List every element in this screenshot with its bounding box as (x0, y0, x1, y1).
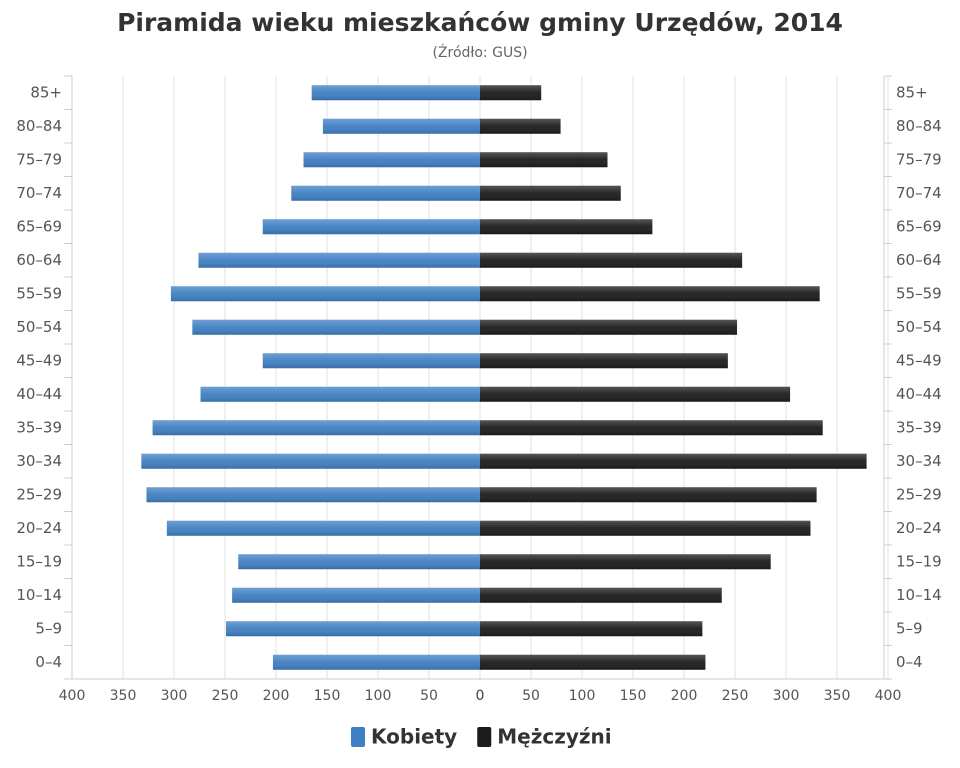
bar-shine (262, 353, 480, 369)
bar-shine (480, 386, 791, 402)
y-tick-label: 70–74 (896, 184, 942, 202)
bar-shine (480, 487, 817, 503)
bar-shine (480, 587, 722, 603)
x-tick-label: 350 (824, 688, 851, 704)
chart-subtitle: (Źródło: GUS) (432, 43, 527, 61)
y-tick-label: 35–39 (16, 418, 62, 436)
y-tick-label: 80–84 (16, 117, 62, 135)
x-tick-label: 400 (875, 688, 902, 704)
y-tick-label: 75–79 (16, 150, 62, 168)
y-tick-label: 35–39 (896, 418, 942, 436)
x-tick-label: 0 (476, 688, 485, 704)
bar-shine (480, 219, 653, 235)
bar-shine (480, 152, 608, 168)
bar-shine (166, 520, 481, 536)
bar-shine (480, 118, 561, 134)
bar-shine (238, 554, 480, 570)
y-tick-label: 50–54 (896, 318, 942, 336)
bar-shine (272, 654, 480, 670)
y-tick-label: 15–19 (16, 552, 62, 570)
y-tick-label: 30–34 (896, 452, 942, 470)
x-tick-label: 300 (773, 688, 800, 704)
y-tick-label: 40–44 (16, 385, 62, 403)
bar-shine (146, 487, 480, 503)
y-tick-label: 70–74 (16, 184, 62, 202)
y-tick-label: 85+ (30, 83, 62, 101)
x-tick-label: 200 (263, 688, 290, 704)
bar-shine (480, 520, 811, 536)
y-tick-label: 10–14 (16, 586, 62, 604)
legend-swatch (477, 727, 492, 747)
x-tick-label: 250 (212, 688, 239, 704)
bar-shine (480, 453, 867, 469)
bar-shine (291, 185, 480, 201)
x-tick-label: 100 (569, 688, 596, 704)
y-tick-label: 45–49 (16, 351, 62, 369)
bar-shine (480, 319, 738, 335)
bar-shine (232, 587, 480, 603)
bar-shine (170, 286, 480, 302)
bar-shine (480, 621, 703, 637)
bar-shine (192, 319, 481, 335)
y-tick-label: 60–64 (896, 251, 942, 269)
legend-label: Kobiety (371, 725, 457, 749)
y-tick-label: 25–29 (896, 485, 942, 503)
x-tick-label: 150 (314, 688, 341, 704)
y-tick-label: 60–64 (16, 251, 62, 269)
bar-shine (311, 85, 480, 101)
y-tick-label: 40–44 (896, 385, 942, 403)
x-tick-label: 350 (110, 688, 137, 704)
y-tick-label: 55–59 (896, 284, 942, 302)
y-tick-label: 20–24 (16, 519, 62, 537)
y-tick-label: 65–69 (16, 217, 62, 235)
legend-label: Mężczyźni (497, 725, 611, 749)
legend-swatch (351, 727, 365, 747)
y-tick-label: 5–9 (896, 619, 923, 637)
bar-shine (262, 219, 480, 235)
y-tick-label: 75–79 (896, 150, 942, 168)
y-tick-label: 5–9 (35, 619, 62, 637)
bar-shine (480, 420, 823, 436)
x-tick-label: 300 (161, 688, 188, 704)
y-tick-label: 85+ (896, 83, 928, 101)
bar-shine (480, 353, 728, 369)
bar-shine (480, 252, 743, 268)
bar-shine (152, 420, 480, 436)
y-tick-label: 25–29 (16, 485, 62, 503)
y-tick-label: 45–49 (896, 351, 942, 369)
bar-shine (480, 286, 820, 302)
y-tick-label: 0–4 (896, 653, 923, 671)
bar-shine (198, 252, 481, 268)
y-tick-label: 55–59 (16, 284, 62, 302)
y-tick-label: 0–4 (35, 653, 62, 671)
chart-title: Piramida wieku mieszkańców gminy Urzędów… (117, 8, 843, 37)
y-tick-label: 65–69 (896, 217, 942, 235)
x-tick-label: 250 (722, 688, 749, 704)
bar-shine (303, 152, 480, 168)
x-tick-label: 0 (476, 688, 485, 704)
x-tick-label: 50 (522, 688, 540, 704)
y-tick-label: 50–54 (16, 318, 62, 336)
x-tick-label: 400 (59, 688, 86, 704)
bar-shine (226, 621, 480, 637)
x-tick-label: 100 (365, 688, 392, 704)
y-tick-label: 80–84 (896, 117, 942, 135)
bar-shine (480, 185, 621, 201)
y-tick-label: 20–24 (896, 519, 942, 537)
bar-shine (322, 118, 480, 134)
bar-shine (200, 386, 480, 402)
y-tick-label: 10–14 (896, 586, 942, 604)
bar-shine (480, 85, 542, 101)
bar-shine (480, 654, 706, 670)
x-tick-label: 200 (671, 688, 698, 704)
y-tick-label: 30–34 (16, 452, 62, 470)
x-tick-label: 50 (420, 688, 438, 704)
bar-shine (480, 554, 771, 570)
y-tick-label: 15–19 (896, 552, 942, 570)
bar-shine (141, 453, 481, 469)
x-tick-label: 150 (620, 688, 647, 704)
